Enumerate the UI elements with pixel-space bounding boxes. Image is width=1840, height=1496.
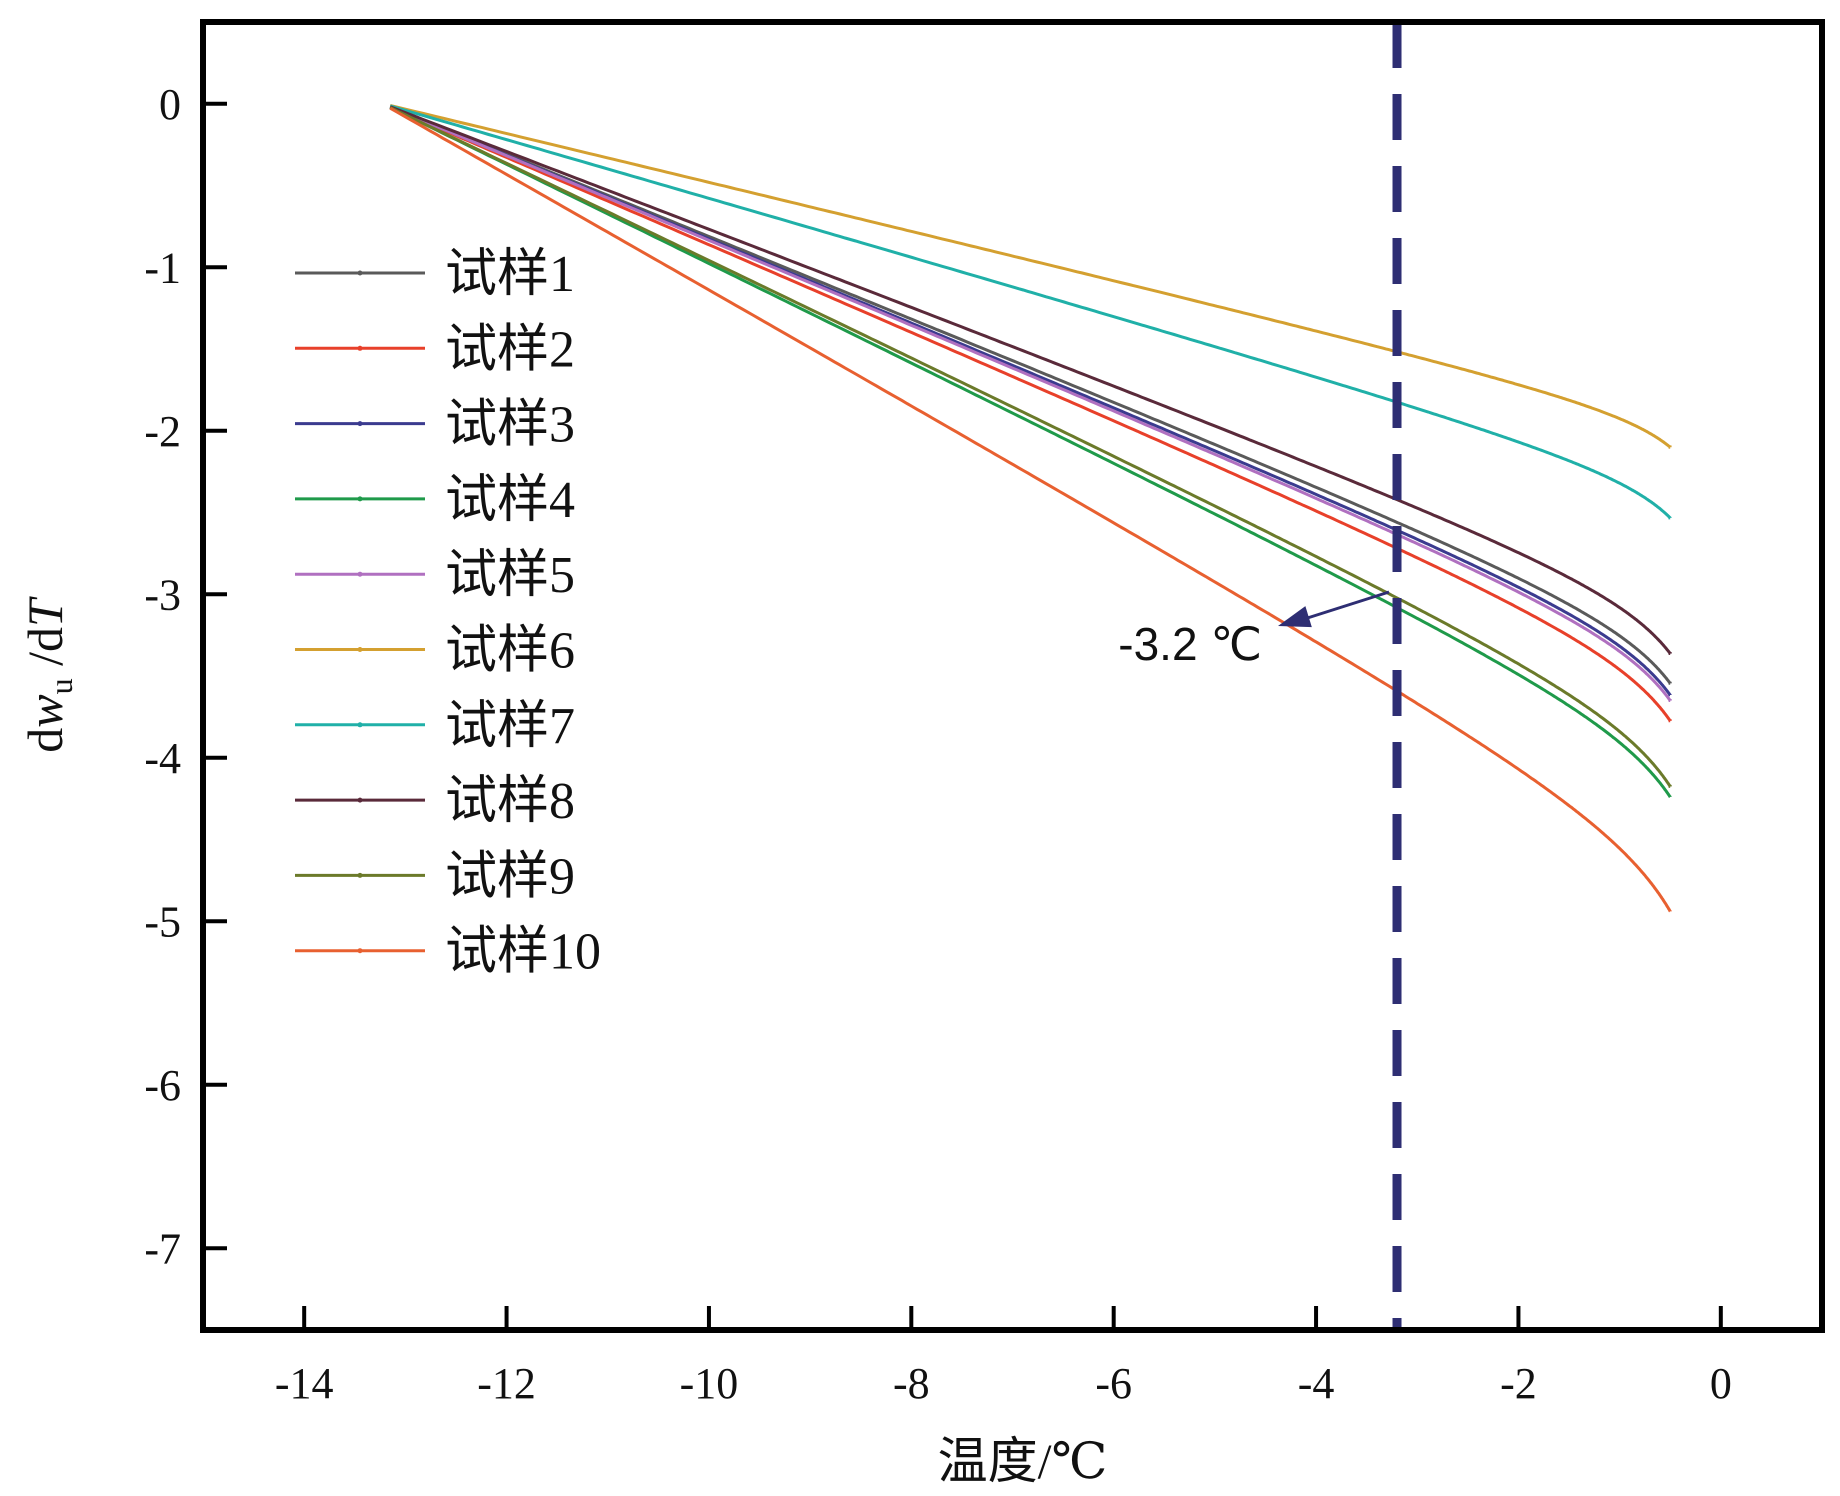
legend-label-3: 试样3 [445, 397, 575, 454]
legend-marker [357, 571, 363, 577]
legend-label-10: 试样10 [445, 924, 601, 981]
series-line-2 [389, 105, 1672, 723]
legend-label-1: 试样1 [445, 246, 575, 303]
legend-label-2: 试样2 [445, 321, 575, 378]
series-line-6 [389, 104, 1672, 449]
y-tick-label: -5 [144, 897, 181, 946]
y-label-mid: /d [17, 627, 73, 678]
y-axis-label: dwu /dT [17, 596, 79, 753]
x-axis-label: 温度/℃ [938, 1433, 1108, 1489]
annotation-arrow [1297, 590, 1390, 623]
y-tick-label: -6 [144, 1061, 181, 1110]
plot-frame [200, 19, 1825, 1333]
x-tick-label: -4 [1298, 1359, 1335, 1408]
annotation: -3.2 ℃ [1118, 590, 1390, 670]
y-tick-label: -7 [144, 1224, 181, 1273]
y-tick-label: -3 [144, 570, 181, 619]
legend-label-6: 试样6 [445, 623, 575, 680]
legend-marker [357, 872, 363, 878]
y-label-w: w [17, 694, 73, 727]
y-tick-label: -2 [144, 407, 181, 456]
legend-label-5: 试样5 [445, 547, 575, 604]
x-tick-label: -12 [477, 1359, 536, 1408]
legend-label-4: 试样4 [445, 472, 575, 529]
legend-label-7: 试样7 [445, 698, 575, 755]
x-tick-label: -2 [1500, 1359, 1537, 1408]
legend-marker [357, 948, 363, 954]
legend-marker [357, 270, 363, 276]
x-tick-label: -14 [275, 1359, 334, 1408]
y-tick-label: 0 [159, 80, 181, 129]
legend-label-9: 试样9 [445, 848, 575, 905]
y-tick-label: -4 [144, 734, 181, 783]
legend-marker [357, 722, 363, 728]
series-line-8 [389, 105, 1672, 655]
series-line-10 [389, 106, 1672, 913]
series-line-1 [389, 105, 1672, 685]
legend-marker [357, 797, 363, 803]
legend-label-8: 试样8 [445, 773, 575, 830]
x-tick-label: 0 [1710, 1359, 1732, 1408]
series-line-3 [389, 105, 1672, 697]
series-line-9 [389, 106, 1672, 788]
legend-marker [357, 647, 363, 652]
y-label-T: T [17, 596, 73, 627]
annotation-label: -3.2 ℃ [1118, 618, 1262, 670]
legend-marker [357, 345, 363, 351]
y-label-sub: u [43, 678, 79, 694]
x-tick-label: -6 [1095, 1359, 1132, 1408]
series-line-5 [389, 105, 1672, 702]
legend: 试样1 试样2 试样3 试样4 试样5 试样6 试样7 试样8 试样9 试样10 [295, 246, 601, 981]
y-tick-label: -1 [144, 243, 181, 292]
x-axis-ticks: -14 -12 -10 -8 -6 -4 -2 0 [275, 1306, 1732, 1408]
series-line-7 [389, 104, 1672, 520]
x-tick-label: -8 [893, 1359, 930, 1408]
legend-marker [357, 496, 363, 502]
legend-marker [357, 421, 363, 427]
annotation-arrow-head [1278, 606, 1312, 628]
series-layer [389, 104, 1672, 913]
y-axis-ticks: 0 -1 -2 -3 -4 -5 -6 -7 [144, 80, 227, 1273]
x-tick-label: -10 [680, 1359, 739, 1408]
series-line-4 [389, 106, 1672, 799]
y-label-d: d [17, 728, 73, 753]
